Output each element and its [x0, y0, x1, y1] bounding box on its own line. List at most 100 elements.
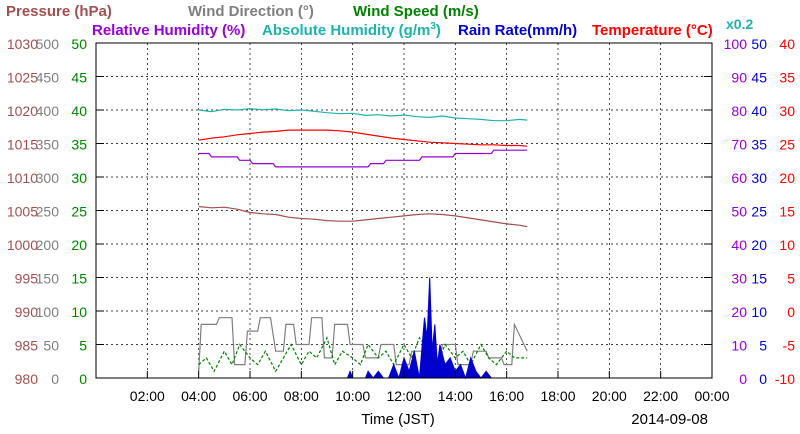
x-tick-label: 16:00	[489, 388, 524, 404]
y-tick-label-left-wind-direction: 350	[36, 137, 60, 153]
legend-entry: Wind Direction (°)	[188, 3, 314, 20]
y-tick-label-right-rain-rate: 30	[751, 170, 767, 186]
y-tick-label-right-rain-rate: 50	[751, 36, 767, 52]
y-tick-label-left-pressure: 995	[15, 271, 39, 287]
chart-date: 2014-09-08	[631, 411, 708, 428]
y-tick-label-left-wind-speed: 25	[71, 204, 87, 220]
y-tick-label-right-relative-humidity: 60	[731, 170, 747, 186]
y-tick-label-right-temperature: 25	[779, 137, 795, 153]
y-tick-label-left-wind-direction: 150	[36, 271, 60, 287]
y-tick-label-right-temperature: 10	[779, 237, 795, 253]
y-tick-label-left-wind-direction: 200	[36, 237, 60, 253]
x-tick-label: 06:00	[232, 388, 267, 404]
y-tick-label-left-wind-direction: 250	[36, 204, 60, 220]
y-tick-label-right-rain-rate: 5	[759, 338, 767, 354]
y-tick-label-left-wind-direction: 0	[51, 371, 59, 387]
legend-entry: Pressure (hPa)	[6, 3, 112, 20]
x-tick-label: 22:00	[643, 388, 678, 404]
y-tick-label-right-temperature: 20	[779, 170, 795, 186]
y-tick-label-right-temperature: 40	[779, 36, 795, 52]
y-tick-label-left-pressure: 1010	[7, 170, 38, 186]
y-tick-label-left-wind-speed: 45	[71, 70, 87, 86]
y-tick-label-left-wind-direction: 450	[36, 70, 60, 86]
y-tick-label-right-rain-rate: 15	[751, 271, 767, 287]
y-tick-label-right-relative-humidity: 90	[731, 70, 747, 86]
y-tick-label-left-wind-speed: 15	[71, 271, 87, 287]
legend-entry: Relative Humidity (%)	[92, 22, 245, 39]
y-tick-label-left-pressure: 1020	[7, 103, 38, 119]
x-tick-label: 14:00	[438, 388, 473, 404]
series-wind-speed-m-s	[198, 336, 528, 373]
y-tick-label-right-relative-humidity: 30	[731, 271, 747, 287]
y-tick-label-right-rain-rate: 20	[751, 237, 767, 253]
y-tick-label-right-relative-humidity: 100	[724, 36, 748, 52]
series-temperature-c	[198, 129, 528, 147]
y-tick-label-right-relative-humidity: 80	[731, 103, 747, 119]
y-tick-label-left-wind-speed: 40	[71, 103, 87, 119]
y-tick-label-left-pressure: 1000	[7, 237, 38, 253]
y-tick-label-right-temperature: 5	[787, 271, 795, 287]
y-tick-label-right-relative-humidity: 0	[739, 371, 747, 387]
y-tick-label-left-wind-direction: 500	[36, 36, 60, 52]
x-axis-label: Time (JST)	[361, 411, 435, 428]
series-layer	[198, 108, 528, 380]
y-tick-label-right-relative-humidity: 10	[731, 338, 747, 354]
y-tick-label-right-relative-humidity: 70	[731, 137, 747, 153]
y-tick-label-right-rain-rate: 0	[759, 371, 767, 387]
series-rain-rate-mm-h	[346, 277, 493, 380]
y-tick-label-right-relative-humidity: 40	[731, 237, 747, 253]
y-tick-label-left-wind-direction: 50	[43, 338, 59, 354]
y-tick-label-left-pressure: 985	[15, 338, 39, 354]
y-tick-label-left-wind-speed: 50	[71, 36, 87, 52]
x-tick-label: 10:00	[335, 388, 370, 404]
y-tick-label-right-temperature: -5	[783, 338, 796, 354]
y-tick-label-left-wind-speed: 35	[71, 137, 87, 153]
y-tick-label-right-rain-rate: 45	[751, 70, 767, 86]
y-tick-label-left-wind-speed: 0	[79, 371, 87, 387]
legend: Pressure (hPa) Wind Direction (°) Wind Spe…	[6, 3, 753, 39]
y-tick-label-right-rain-rate: 10	[751, 304, 767, 320]
series-pressure-hpa	[198, 205, 528, 228]
y-tick-label-left-wind-speed: 30	[71, 170, 87, 186]
x-tick-label: 00:00	[694, 388, 729, 404]
axes: 1030102510201015101010051000995990985980…	[7, 36, 795, 404]
y-tick-label-right-temperature: -10	[775, 371, 795, 387]
x-tick-label: 02:00	[130, 388, 165, 404]
series-absolute-humidity-g-m3	[198, 108, 528, 122]
y-tick-label-right-rain-rate: 35	[751, 137, 767, 153]
y-tick-label-left-wind-direction: 400	[36, 103, 60, 119]
legend-entry: Absolute Humidity (g/m3)	[262, 21, 441, 39]
y-tick-label-left-wind-speed: 20	[71, 237, 87, 253]
y-tick-label-right-relative-humidity: 50	[731, 204, 747, 220]
x-tick-label: 18:00	[540, 388, 575, 404]
y-tick-label-left-pressure: 1005	[7, 204, 38, 220]
legend-entry: Wind Speed (m/s)	[353, 3, 479, 20]
y-tick-label-left-pressure: 1025	[7, 70, 38, 86]
y-tick-label-left-pressure: 1030	[7, 36, 38, 52]
legend-entry: x0.2	[726, 16, 753, 32]
y-tick-label-left-pressure: 980	[15, 371, 39, 387]
y-tick-label-right-temperature: 35	[779, 70, 795, 86]
y-tick-label-left-pressure: 990	[15, 304, 39, 320]
legend-entry: Temperature (°C)	[592, 22, 713, 39]
y-tick-label-left-wind-direction: 300	[36, 170, 60, 186]
y-tick-label-right-rain-rate: 40	[751, 103, 767, 119]
y-tick-label-right-relative-humidity: 20	[731, 304, 747, 320]
x-tick-label: 20:00	[592, 388, 627, 404]
y-tick-label-right-rain-rate: 25	[751, 204, 767, 220]
legend-entry: Rain Rate(mm/h)	[458, 22, 577, 39]
y-tick-label-right-temperature: 15	[779, 204, 795, 220]
series-relative-humidity	[198, 149, 528, 168]
y-tick-label-left-pressure: 1015	[7, 137, 38, 153]
grid	[96, 43, 712, 378]
y-tick-label-left-wind-direction: 100	[36, 304, 60, 320]
y-tick-label-right-temperature: 30	[779, 103, 795, 119]
y-tick-label-left-wind-speed: 5	[79, 338, 87, 354]
x-tick-label: 04:00	[181, 388, 216, 404]
x-tick-label: 08:00	[284, 388, 319, 404]
y-tick-label-left-wind-speed: 10	[71, 304, 87, 320]
y-tick-label-right-temperature: 0	[787, 304, 795, 320]
x-tick-label: 12:00	[386, 388, 421, 404]
